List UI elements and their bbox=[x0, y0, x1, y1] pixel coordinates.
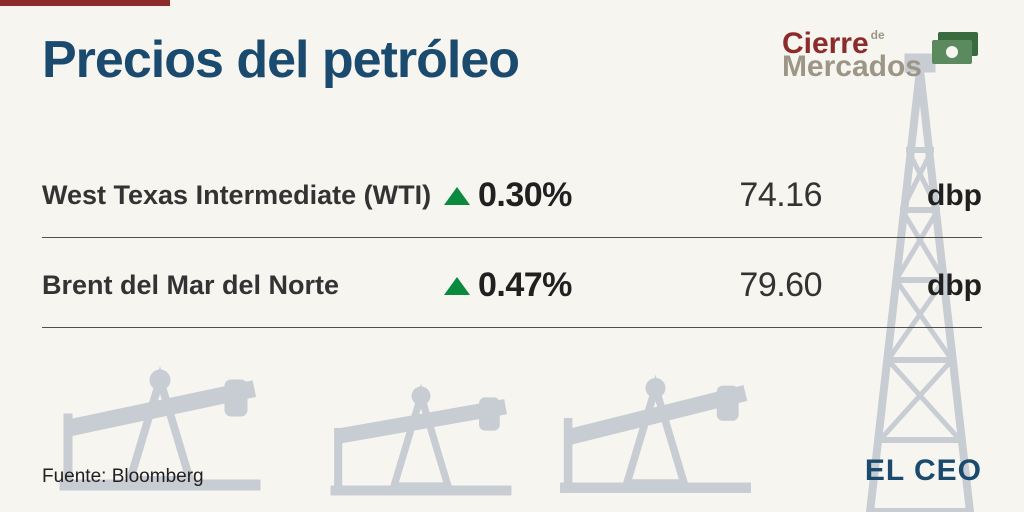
brand-logo: Cierrede Mercados bbox=[782, 30, 982, 80]
price-value: 74.16 bbox=[622, 176, 822, 215]
brand-line2: Mercados bbox=[782, 53, 922, 80]
change-percent: 0.47% bbox=[472, 266, 622, 305]
arrow-up-icon bbox=[442, 185, 472, 207]
instrument-name: Brent del Mar del Norte bbox=[42, 270, 432, 301]
brand-de: de bbox=[871, 28, 885, 42]
page-title: Precios del petróleo bbox=[42, 30, 519, 90]
arrow-up-icon bbox=[442, 275, 472, 297]
source-text: Fuente: Bloomberg bbox=[42, 466, 204, 488]
unit-label: dbp bbox=[822, 179, 982, 213]
row-separator bbox=[42, 237, 982, 238]
cash-bills-icon bbox=[928, 30, 982, 68]
outlet-logo: EL CEO bbox=[865, 454, 982, 488]
instrument-name: West Texas Intermediate (WTI) bbox=[42, 180, 432, 211]
table-row: Brent del Mar del Norte 0.47%79.60dbp bbox=[42, 238, 982, 327]
change-percent: 0.30% bbox=[472, 176, 622, 215]
price-table: West Texas Intermediate (WTI)0.30%74.16d… bbox=[42, 148, 982, 328]
row-separator bbox=[42, 327, 982, 328]
price-value: 79.60 bbox=[622, 266, 822, 305]
accent-bar bbox=[0, 0, 170, 6]
table-row: West Texas Intermediate (WTI) 0.30%74.16d… bbox=[42, 148, 982, 237]
unit-label: dbp bbox=[822, 269, 982, 303]
